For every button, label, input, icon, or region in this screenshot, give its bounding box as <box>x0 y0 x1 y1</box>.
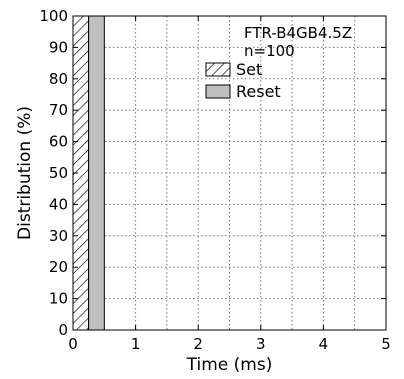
y-tick-label: 50 <box>49 164 68 182</box>
y-tick-label: 80 <box>49 70 68 88</box>
x-tick-label: 2 <box>193 335 203 353</box>
tick-labels: 0 10 20 30 40 50 60 70 80 90 100 0 1 2 3 4 5 <box>39 7 390 353</box>
y-tick-label: 90 <box>49 38 68 56</box>
y-tick-label: 0 <box>58 321 68 339</box>
x-tick-label: 4 <box>319 335 329 353</box>
legend-swatch-set <box>205 62 231 77</box>
x-tick-label: 5 <box>381 335 391 353</box>
x-axis-title: Time (ms) <box>186 355 273 375</box>
x-tick-label: 1 <box>131 335 141 353</box>
grid <box>73 16 386 330</box>
x-tick-label: 0 <box>68 335 78 353</box>
sample-size-label: n=100 <box>244 42 295 60</box>
legend-label-reset: Reset <box>236 82 281 101</box>
y-tick-label: 60 <box>49 133 68 151</box>
legend: Set Reset <box>205 60 281 101</box>
bar-reset <box>88 15 105 331</box>
legend-label-set: Set <box>236 60 262 79</box>
y-tick-label: 100 <box>39 7 68 25</box>
y-tick-label: 40 <box>49 195 68 213</box>
legend-swatch-reset <box>205 84 231 99</box>
y-tick-label: 70 <box>49 101 68 119</box>
x-tick-label: 3 <box>256 335 266 353</box>
y-tick-label: 10 <box>49 290 68 308</box>
y-tick-label: 30 <box>49 227 68 245</box>
y-axis-title: Distribution (%) <box>15 106 35 240</box>
y-tick-label: 20 <box>49 258 68 276</box>
device-label: FTR-B4GB4.5Z <box>244 24 352 42</box>
